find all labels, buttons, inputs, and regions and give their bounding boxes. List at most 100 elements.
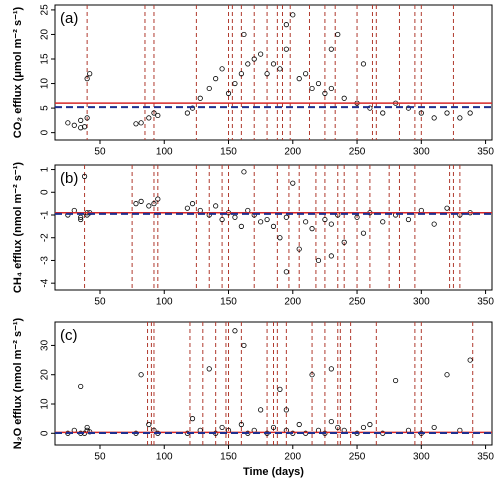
panel-label: (c) [60,327,78,344]
x-tick-label: 50 [94,147,106,158]
data-point [78,117,84,123]
x-axis-label: Time (days) [243,466,304,478]
y-tick-label: 20 [40,369,51,381]
data-point [328,418,334,425]
x-tick-label: 150 [220,147,237,158]
data-point [303,219,309,225]
data-point [81,173,88,179]
data-point [322,90,328,96]
data-point [309,226,315,232]
data-point [238,71,244,77]
data-point [290,180,296,186]
data-point [206,85,212,92]
data-point [341,95,347,101]
data-point [146,115,152,121]
data-point [328,221,334,227]
y-tick-label: 30 [40,339,51,351]
x-tick-label: 350 [477,297,494,308]
x-tick-label: 300 [413,147,430,158]
data-point [184,110,190,116]
data-point [444,372,450,378]
data-point [270,61,277,67]
y-tick-label: 1 [40,166,51,172]
data-point [380,219,386,225]
data-point [335,424,341,431]
data-point [241,31,247,38]
data-point [264,71,270,77]
data-point [467,357,473,363]
data-point [241,342,247,349]
y-tick-label: 0 [40,129,51,135]
y-tick-label: 25 [40,4,51,16]
y-tick-label: 15 [40,53,51,65]
data-point [258,51,264,57]
y-tick-label: -4 [40,278,51,287]
data-point [232,214,238,220]
data-point [444,205,450,211]
data-point [341,239,347,245]
y-axis-label: N₂O efflux (nmol m⁻² s⁻¹) [12,317,24,449]
data-point [270,424,277,431]
plot-frame [54,4,493,141]
data-point [155,112,161,119]
data-point [335,31,341,38]
data-point [184,205,190,211]
y-axis-label: CH₄ efflux (nmol m⁻² s⁻¹) [12,162,24,293]
data-point [238,223,244,229]
data-point [315,257,322,264]
x-tick-label: 250 [349,297,366,308]
data-point [418,110,424,116]
y-tick-label: -2 [40,233,51,242]
data-point [258,219,264,225]
data-point [219,424,225,431]
data-point [283,22,289,28]
data-point [264,216,270,223]
data-point [283,269,289,275]
data-point [138,372,144,378]
data-point [360,230,367,236]
data-point [258,407,264,413]
data-point [133,121,139,127]
data-point [219,216,225,223]
data-point [78,125,84,131]
data-point [431,115,437,121]
x-tick-label: 200 [284,297,301,308]
data-point [213,203,219,209]
data-point [360,424,367,431]
data-point [155,196,161,202]
data-point [245,61,251,67]
data-point [328,46,334,52]
data-point [431,424,437,431]
data-point [328,366,334,372]
y-tick-label: 0 [40,430,51,436]
data-point [225,90,232,96]
y-tick-label: -1 [40,210,51,219]
data-point [219,66,225,72]
x-tick-label: 50 [94,452,106,463]
x-tick-label: 250 [349,147,366,158]
data-point [138,198,144,204]
data-point [283,46,289,52]
data-point [251,56,257,62]
data-point [232,328,238,334]
data-point [277,66,283,72]
data-point [213,76,219,82]
y-tick-label: 5 [40,105,51,111]
x-tick-label: 100 [156,147,173,158]
x-tick-label: 100 [156,297,173,308]
data-point [146,421,152,428]
y-tick-label: -3 [40,256,51,265]
plot-frame [54,164,493,291]
data-point [296,76,302,82]
data-point [296,421,302,428]
data-point [232,80,238,87]
data-point [206,366,212,372]
x-tick-label: 300 [413,297,430,308]
x-tick-label: 200 [284,147,301,158]
x-tick-label: 150 [220,452,237,463]
data-point [277,235,283,241]
data-point [360,61,367,67]
data-point [283,214,289,220]
data-point [354,214,360,220]
